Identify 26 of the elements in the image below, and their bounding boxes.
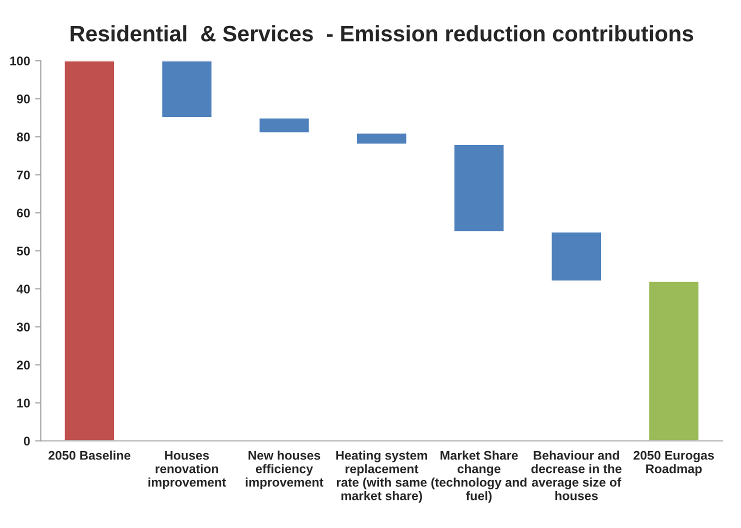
- bar: [63, 60, 116, 441]
- x-tick-label: 2050 Baseline: [48, 450, 130, 460]
- bar: [160, 60, 213, 118]
- x-tick-label: New houses efficiency improvement: [246, 450, 324, 490]
- bar: [452, 144, 506, 232]
- bar: [356, 132, 408, 146]
- y-tick-label: 80: [16, 132, 30, 142]
- x-tick-label: Houses renovation improvement: [148, 451, 226, 490]
- y-tick-label: 20: [16, 360, 30, 370]
- y-tick-label: 10: [17, 398, 30, 408]
- bar: [648, 280, 700, 441]
- x-tick-label: Heating system replacement rate (with same market share): [336, 450, 428, 503]
- y-tick-label: 70: [16, 170, 30, 180]
- y-tick-label: 50: [16, 246, 30, 256]
- x-tick-label: Market Share change (technology and fuel): [431, 450, 526, 503]
- y-tick-label: 90: [16, 94, 30, 104]
- y-tick-label: 30: [16, 322, 30, 332]
- bar: [550, 231, 602, 282]
- bar: [258, 117, 310, 134]
- x-tick-label: Behaviour and decrease in the average size of houses: [531, 450, 622, 500]
- y-tick-label: 40: [16, 284, 30, 294]
- x-tick-label: 2050 Eurogas Roadmap: [634, 450, 714, 476]
- y-tick-label: 60: [16, 208, 30, 218]
- chart-title: Residential & Services - Emission reduction contributions: [70, 25, 694, 42]
- y-tick-label: 0: [24, 436, 30, 446]
- y-tick-label: 100: [10, 56, 30, 66]
